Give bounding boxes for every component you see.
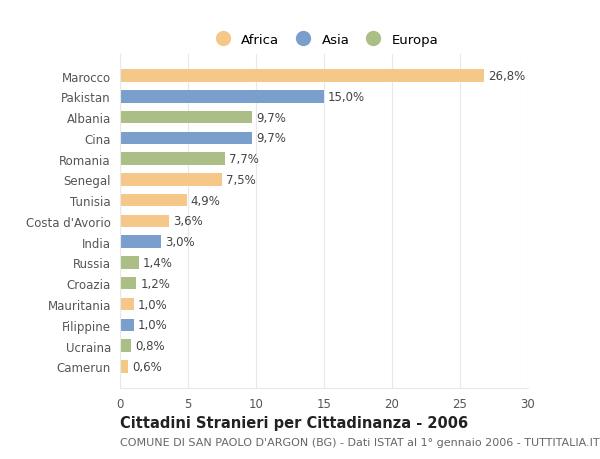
Bar xyxy=(120,298,134,311)
Bar xyxy=(120,153,225,166)
Text: 26,8%: 26,8% xyxy=(488,70,526,83)
Bar xyxy=(120,236,161,248)
Text: 4,9%: 4,9% xyxy=(191,194,221,207)
Text: Cittadini Stranieri per Cittadinanza - 2006: Cittadini Stranieri per Cittadinanza - 2… xyxy=(120,415,468,431)
Text: 15,0%: 15,0% xyxy=(328,91,365,104)
Text: 0,8%: 0,8% xyxy=(135,339,164,352)
Text: 7,5%: 7,5% xyxy=(226,174,256,186)
Text: 3,6%: 3,6% xyxy=(173,215,203,228)
Bar xyxy=(120,340,131,352)
Bar xyxy=(120,70,484,83)
Text: 1,0%: 1,0% xyxy=(137,298,167,311)
Bar xyxy=(120,91,324,103)
Bar xyxy=(120,112,252,124)
Text: 9,7%: 9,7% xyxy=(256,132,286,145)
Text: 1,4%: 1,4% xyxy=(143,257,173,269)
Text: 0,6%: 0,6% xyxy=(132,360,162,373)
Bar xyxy=(120,174,222,186)
Bar xyxy=(120,277,136,290)
Bar xyxy=(120,132,252,145)
Text: 3,0%: 3,0% xyxy=(165,236,194,249)
Text: 1,0%: 1,0% xyxy=(137,319,167,331)
Text: 1,2%: 1,2% xyxy=(140,277,170,290)
Text: COMUNE DI SAN PAOLO D'ARGON (BG) - Dati ISTAT al 1° gennaio 2006 - TUTTITALIA.IT: COMUNE DI SAN PAOLO D'ARGON (BG) - Dati … xyxy=(120,437,599,447)
Bar xyxy=(120,215,169,228)
Bar xyxy=(120,360,128,373)
Bar xyxy=(120,195,187,207)
Legend: Africa, Asia, Europa: Africa, Asia, Europa xyxy=(204,28,444,52)
Bar xyxy=(120,319,134,331)
Text: 7,7%: 7,7% xyxy=(229,153,259,166)
Bar xyxy=(120,257,139,269)
Text: 9,7%: 9,7% xyxy=(256,112,286,124)
